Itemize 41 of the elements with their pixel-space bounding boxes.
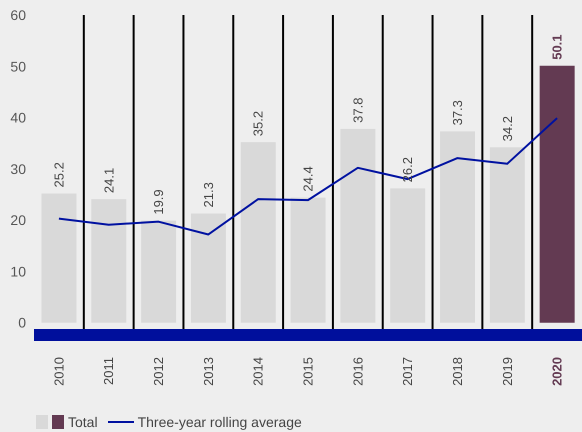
bar xyxy=(91,199,126,323)
data-label: 21.3 xyxy=(200,182,216,208)
y-tick-label: 0 xyxy=(18,314,26,331)
y-tick-label: 10 xyxy=(10,263,26,280)
bar xyxy=(190,213,226,323)
bar xyxy=(41,193,76,323)
data-label: 25.2 xyxy=(51,162,66,188)
x-tick-label: 2017 xyxy=(400,357,416,386)
data-label: 24.4 xyxy=(300,166,316,192)
bar xyxy=(141,220,176,323)
data-label: 19.9 xyxy=(151,189,166,215)
x-tick-label: 2012 xyxy=(151,357,166,386)
bar xyxy=(290,198,326,323)
data-label: 34.2 xyxy=(500,116,515,142)
x-tick-label: 2015 xyxy=(300,357,316,386)
data-label: 37.3 xyxy=(450,100,466,126)
bar xyxy=(490,147,525,323)
bar xyxy=(340,128,376,323)
data-label: 50.1 xyxy=(550,34,565,60)
y-tick-label: 60 xyxy=(10,6,26,23)
legend-label: Three-year rolling average xyxy=(138,414,302,430)
x-tick-label: 2011 xyxy=(101,357,116,385)
bar xyxy=(440,131,476,323)
y-tick-label: 50 xyxy=(10,58,26,74)
legend-label: Total xyxy=(68,414,98,430)
y-tick-label: 40 xyxy=(10,110,26,126)
x-tick-label: 2018 xyxy=(450,357,465,386)
x-tick-label: 2014 xyxy=(250,357,266,386)
x-tick-label: 2019 xyxy=(500,357,515,386)
bar xyxy=(540,66,575,323)
data-label: 37.8 xyxy=(350,98,366,123)
data-label: 24.1 xyxy=(101,168,116,194)
y-tick-label: 20 xyxy=(10,212,26,228)
data-label: 35.2 xyxy=(250,110,266,136)
bar xyxy=(240,142,276,323)
x-tick-label: 2020 xyxy=(550,357,565,386)
x-tick-label: 2016 xyxy=(350,357,366,386)
x-tick-label: 2010 xyxy=(51,357,66,386)
x-tick-label: 2013 xyxy=(200,357,216,386)
data-label: 26.2 xyxy=(400,157,416,182)
y-tick-label: 30 xyxy=(10,160,26,177)
